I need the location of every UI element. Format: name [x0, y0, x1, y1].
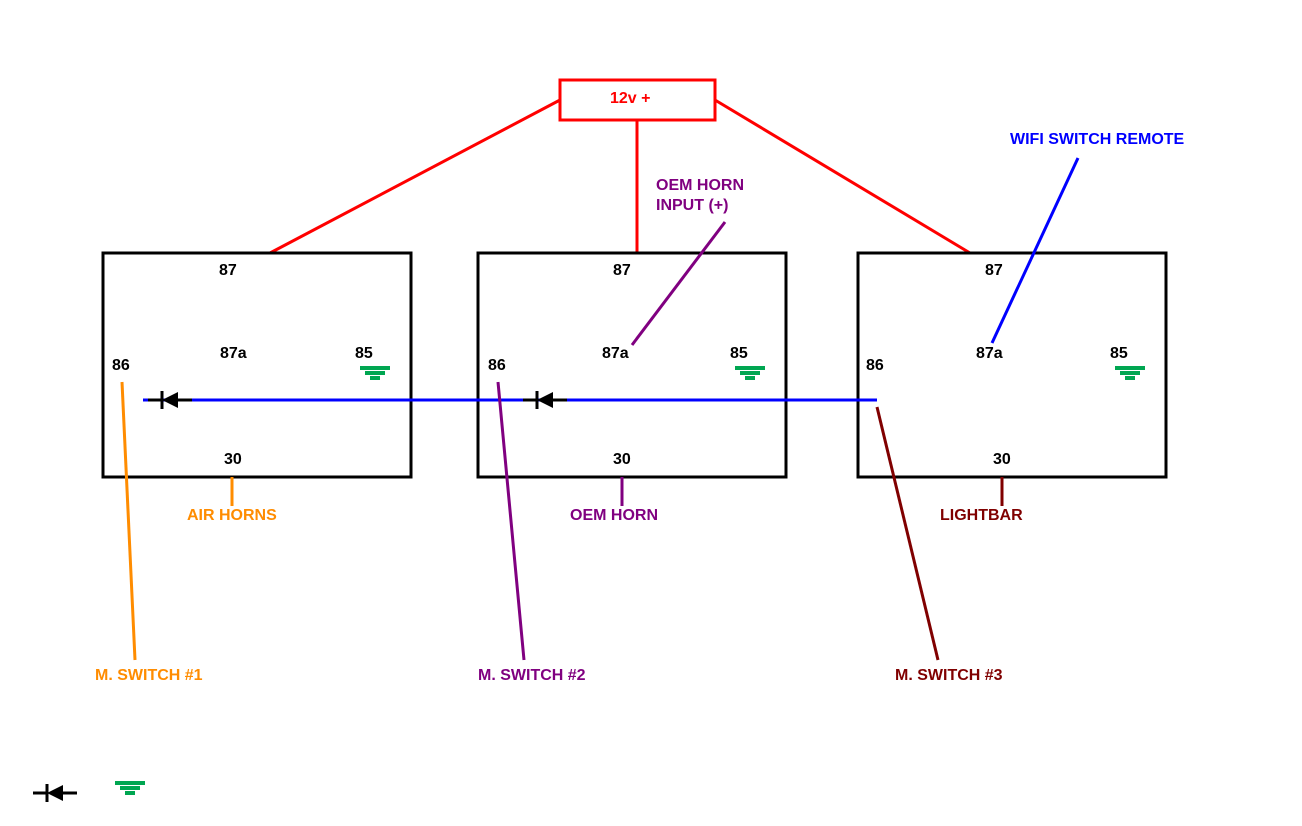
m-switch-1-label: M. SWITCH #1	[95, 667, 203, 685]
relay-1-pin-30: 30	[224, 451, 242, 469]
oem-horn-input-label: INPUT (+)	[656, 197, 728, 215]
relay-3-pin-85: 85	[1110, 345, 1128, 363]
power-12v-label: 12v +	[610, 90, 650, 108]
air-horns-label: AIR HORNS	[187, 507, 277, 525]
oem-horn-input-label: OEM HORN	[656, 177, 744, 195]
relay-3-pin-87: 87	[985, 262, 1003, 280]
lightbar-label: LIGHTBAR	[940, 507, 1023, 525]
relay-3-pin-86: 86	[866, 357, 884, 375]
relay-1-pin-85: 85	[355, 345, 373, 363]
relay-2-pin-30: 30	[613, 451, 631, 469]
relay-2-pin-86: 86	[488, 357, 506, 375]
relay-2-pin-85: 85	[730, 345, 748, 363]
oem-horn-label: OEM HORN	[570, 507, 658, 525]
relay-1-pin-87: 87	[219, 262, 237, 280]
m-switch-3-label: M. SWITCH #3	[895, 667, 1003, 685]
relay-3-pin-87a: 87a	[976, 345, 1003, 363]
relay-2-pin-87a: 87a	[602, 345, 629, 363]
relay-2-pin-87: 87	[613, 262, 631, 280]
relay-3-pin-30: 30	[993, 451, 1011, 469]
wifi-switch-remote-label: WIFI SWITCH REMOTE	[1010, 131, 1184, 149]
relay-1-pin-86: 86	[112, 357, 130, 375]
wiring-diagram	[0, 0, 1302, 826]
relay-1-pin-87a: 87a	[220, 345, 247, 363]
m-switch-2-label: M. SWITCH #2	[478, 667, 586, 685]
